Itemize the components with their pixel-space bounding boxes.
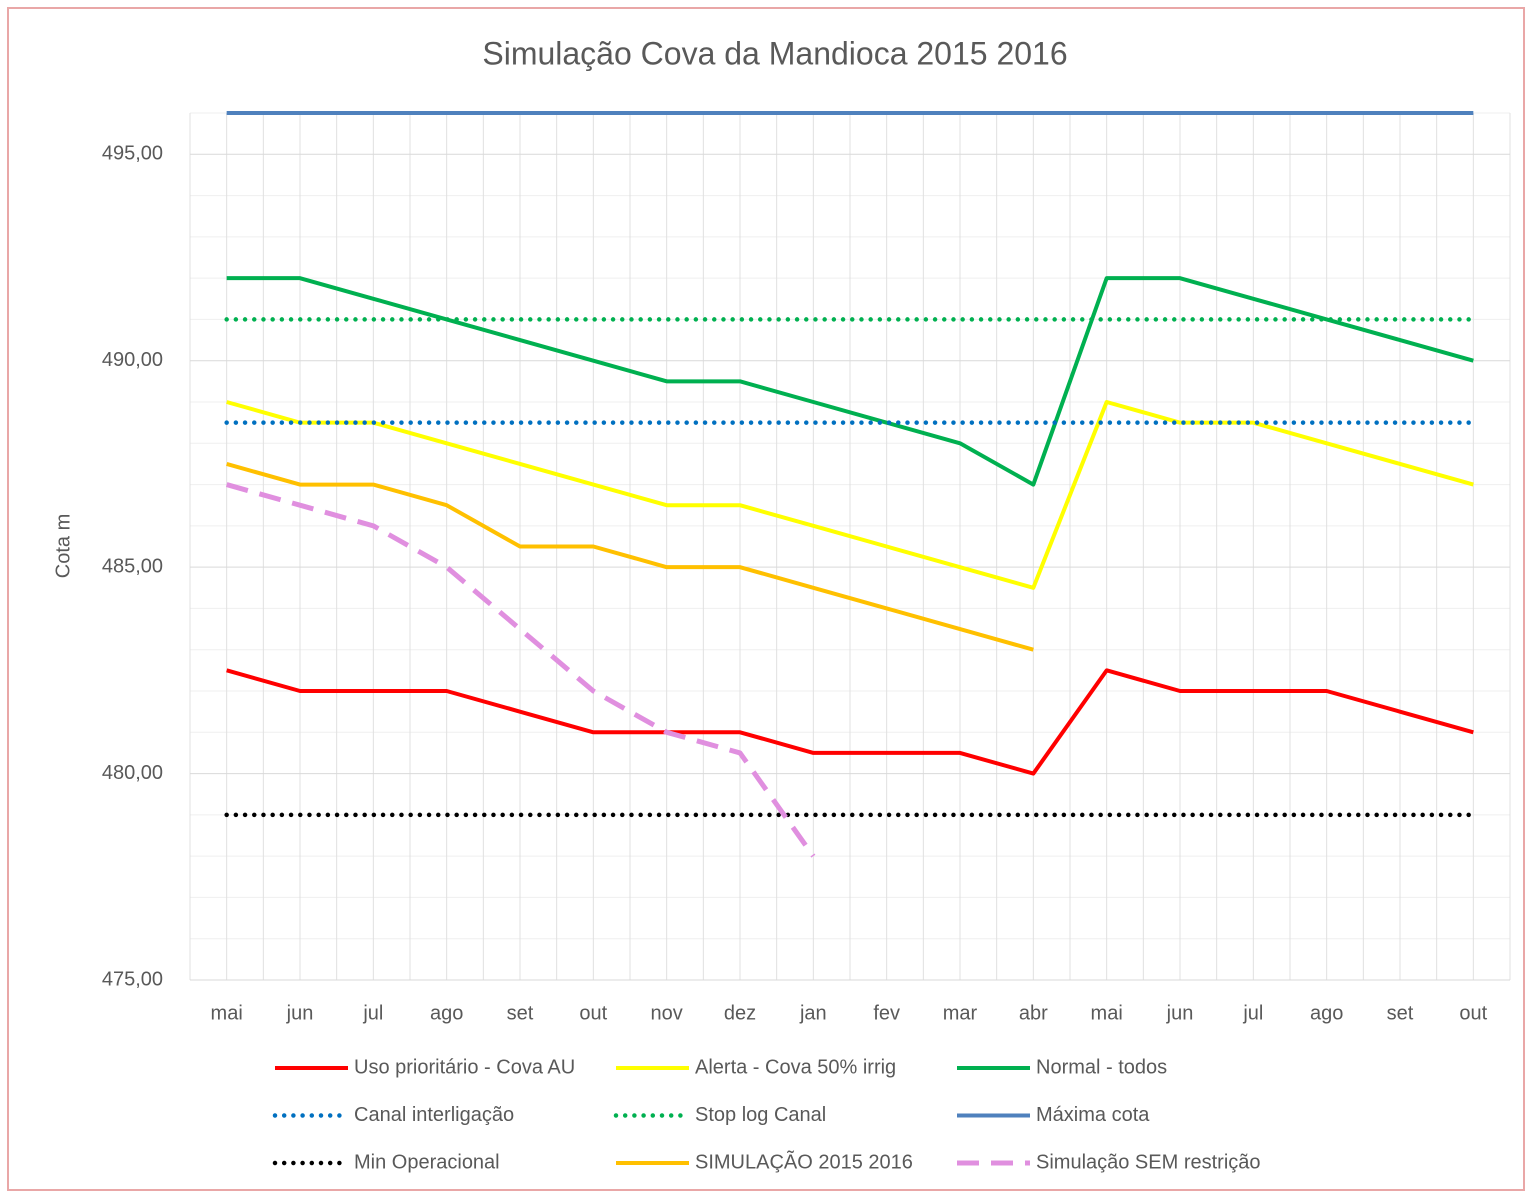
x-tick-label: mar <box>943 1002 978 1024</box>
legend-label: Canal interligação <box>354 1104 514 1126</box>
x-tick-label: out <box>579 1002 607 1024</box>
series-line <box>226 400 1474 590</box>
series-line <box>226 276 1474 487</box>
legend-label: Uso prioritário - Cova AU <box>354 1056 575 1078</box>
x-tick-label: jun <box>286 1002 314 1024</box>
x-tick-label: jun <box>1166 1002 1194 1024</box>
y-axis-label: Cota m <box>52 514 74 578</box>
legend-label: SIMULAÇÃO 2015 2016 <box>695 1149 913 1173</box>
y-tick-label: 480,00 <box>102 762 163 784</box>
y-tick-label: 490,00 <box>102 349 163 371</box>
x-tick-label: set <box>507 1002 534 1024</box>
legend-label: Stop log Canal <box>695 1104 826 1126</box>
x-tick-label: ago <box>430 1002 463 1024</box>
legend-label: Normal - todos <box>1036 1056 1167 1078</box>
series-line <box>225 482 816 858</box>
x-tick-label: set <box>1387 1002 1414 1024</box>
y-tick-label: 495,00 <box>102 143 163 165</box>
chart-frame <box>7 7 1525 1191</box>
series-line <box>226 668 1474 776</box>
x-tick-label: fev <box>873 1002 900 1024</box>
legend-label: Alerta - Cova 50% irrig <box>695 1056 896 1078</box>
x-tick-label: jul <box>362 1002 383 1024</box>
y-tick-label: 475,00 <box>102 968 163 990</box>
x-tick-label: jan <box>799 1002 827 1024</box>
x-tick-label: mai <box>1091 1002 1123 1024</box>
chart-title: Simulação Cova da Mandioca 2015 2016 <box>482 35 1067 71</box>
x-tick-label: nov <box>651 1002 683 1024</box>
x-tick-label: dez <box>724 1002 756 1024</box>
x-tick-label: jul <box>1242 1002 1263 1024</box>
x-tick-label: out <box>1459 1002 1487 1024</box>
legend-label: Simulação SEM restrição <box>1036 1151 1261 1173</box>
series-line <box>226 462 1034 652</box>
x-tick-label: mai <box>211 1002 243 1024</box>
legend-label: Min Operacional <box>354 1151 500 1173</box>
x-tick-label: abr <box>1019 1002 1048 1024</box>
legend-label: Máxima cota <box>1036 1104 1150 1126</box>
x-tick-label: ago <box>1310 1002 1343 1024</box>
y-tick-label: 485,00 <box>102 555 163 577</box>
